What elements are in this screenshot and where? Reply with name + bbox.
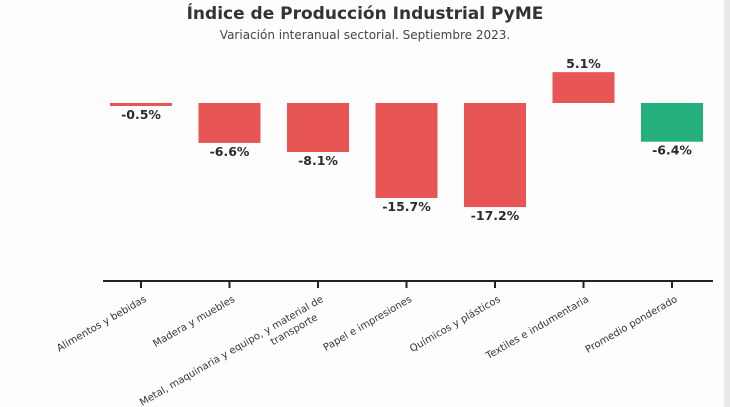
value-label-1: -0.5%	[121, 107, 161, 122]
category-label-2: Madera y muebles	[151, 294, 237, 350]
value-label-6: 5.1%	[566, 56, 601, 71]
bar-4	[375, 103, 438, 198]
chart-subtitle: Variación interanual sectorial. Septiemb…	[219, 28, 511, 42]
category-label-5: Químicos y plásticos	[408, 293, 503, 355]
value-label-4: -15.7%	[382, 199, 431, 214]
category-label-7: Promedio ponderado	[584, 294, 680, 356]
chart-title: Índice de Producción Industrial PyME	[186, 4, 544, 24]
category-label-line: Madera y muebles	[151, 294, 237, 350]
bar-7	[641, 103, 703, 142]
category-label-line: Químicos y plásticos	[408, 293, 503, 355]
bar-3	[287, 103, 349, 153]
value-label-3: -8.1%	[298, 153, 338, 168]
category-label-line: Papel e impresiones	[322, 294, 414, 354]
value-label-7: -6.4%	[652, 143, 692, 158]
category-label-1: Alimentos y bebidas	[55, 294, 148, 354]
value-label-2: -6.6%	[210, 144, 250, 159]
bar-6	[552, 72, 615, 103]
category-label-4: Papel e impresiones	[322, 294, 414, 354]
value-label-5: -17.2%	[471, 208, 520, 223]
category-label-3: Metal, maquinaria y equipo, y material d…	[138, 294, 325, 407]
window-edge	[724, 0, 730, 407]
bar-1	[110, 103, 172, 107]
bar-2	[198, 103, 261, 143]
category-label-line: Promedio ponderado	[584, 294, 680, 356]
bar-5	[464, 103, 526, 208]
category-label-line: Alimentos y bebidas	[55, 294, 148, 354]
category-label-line: Metal, maquinaria y equipo, y material d…	[138, 294, 325, 407]
